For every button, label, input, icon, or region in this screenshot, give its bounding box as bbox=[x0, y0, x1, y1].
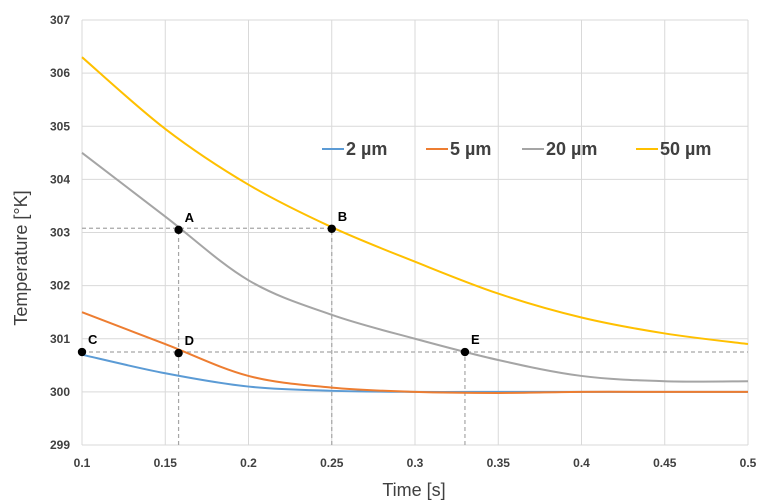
annotation-point bbox=[460, 347, 470, 357]
y-tick-label: 306 bbox=[50, 66, 70, 80]
x-tick-label: 0.35 bbox=[487, 456, 511, 470]
series-line bbox=[81, 56, 749, 346]
reference-lines bbox=[82, 227, 748, 445]
x-tick-label: 0.15 bbox=[154, 456, 178, 470]
annotation-label: B bbox=[338, 209, 347, 224]
y-tick-label: 305 bbox=[50, 119, 70, 133]
legend-entry: 20 µm bbox=[546, 139, 597, 159]
x-tick-label: 0.3 bbox=[407, 456, 424, 470]
y-axis-title: Temperature [°K] bbox=[11, 190, 31, 325]
annotation-point bbox=[327, 224, 336, 233]
y-tick-label: 303 bbox=[50, 226, 70, 240]
y-tick-label: 301 bbox=[50, 332, 70, 346]
y-tick-label: 307 bbox=[50, 13, 70, 27]
legend-entry: 2 µm bbox=[346, 139, 387, 159]
y-tick-label: 302 bbox=[50, 279, 70, 293]
x-tick-label: 0.1 bbox=[74, 456, 91, 470]
annotation-point bbox=[77, 347, 87, 357]
annotation-label: E bbox=[471, 332, 480, 347]
y-tick-label: 299 bbox=[50, 438, 70, 452]
x-tick-label: 0.2 bbox=[240, 456, 257, 470]
y-tick-label: 304 bbox=[50, 172, 70, 186]
legend-entry: 50 µm bbox=[660, 139, 711, 159]
annotation-point bbox=[174, 225, 183, 235]
legend-entry: 5 µm bbox=[450, 139, 491, 159]
y-tick-label: 300 bbox=[50, 385, 70, 399]
y-tick-labels: 299 300 301 302 303 304 305 306 307 bbox=[50, 13, 70, 452]
x-tick-label: 0.25 bbox=[320, 456, 344, 470]
annotation-points: A B C D E bbox=[77, 209, 480, 358]
annotation-label: A bbox=[185, 210, 195, 225]
x-tick-label: 0.4 bbox=[573, 456, 590, 470]
legend: 2 µm 5 µm 20 µm 50 µm bbox=[322, 139, 711, 159]
annotation-point bbox=[174, 348, 183, 358]
annotation-label: C bbox=[88, 332, 98, 347]
x-tick-label: 0.45 bbox=[653, 456, 677, 470]
series-lines bbox=[81, 56, 749, 394]
annotation-label: D bbox=[185, 333, 194, 348]
x-axis-title: Time [s] bbox=[382, 480, 445, 500]
series-line bbox=[81, 311, 748, 394]
x-tick-label: 0.5 bbox=[740, 456, 757, 470]
x-tick-labels: 0.1 0.15 0.2 0.25 0.3 0.35 0.4 0.45 0.5 bbox=[74, 456, 757, 470]
series-line bbox=[81, 152, 749, 383]
